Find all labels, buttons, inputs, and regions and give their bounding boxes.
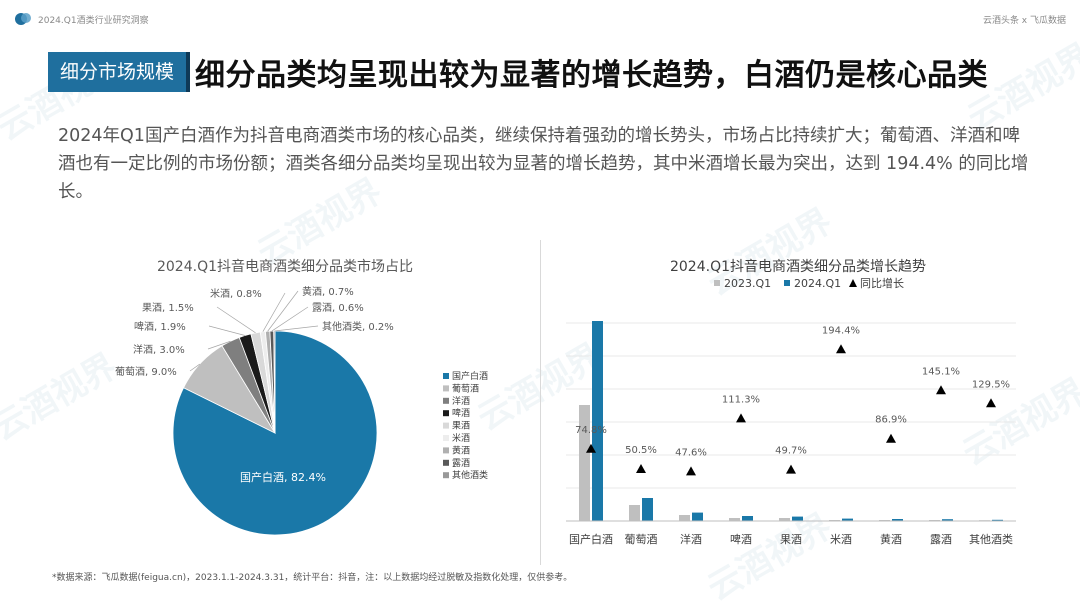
pie-data-label: 米酒, 0.8% [210, 287, 262, 300]
growth-marker [836, 344, 846, 354]
pie-data-label: 露酒, 0.6% [312, 302, 364, 314]
growth-marker [736, 413, 746, 423]
growth-data-label: 145.1% [922, 366, 960, 377]
pie-data-label: 啤酒, 1.9% [134, 321, 186, 333]
legend-swatch [443, 472, 449, 479]
x-tick-label: 国产白酒 [569, 532, 613, 546]
pie-data-label: 果酒, 1.5% [142, 302, 194, 314]
legend-label: 2023.Q1 [724, 277, 771, 290]
legend-swatch [443, 435, 449, 441]
growth-marker [786, 464, 796, 474]
x-tick-label: 葡萄酒 [625, 533, 658, 546]
growth-marker [986, 398, 996, 408]
bar-2023 [629, 505, 640, 521]
legend-label: 洋酒 [452, 395, 470, 407]
pie-leader-line [208, 325, 246, 336]
pie-leader-line [267, 290, 299, 332]
bar-2024 [992, 519, 1003, 521]
legend-label: 2024.Q1 [794, 277, 841, 290]
legend-swatch [443, 373, 449, 379]
x-tick-label: 洋酒 [680, 532, 702, 546]
growth-marker [686, 466, 696, 476]
growth-data-label: 49.7% [775, 446, 807, 457]
bar-2024 [692, 512, 703, 521]
growth-data-label: 86.9% [875, 415, 907, 426]
section-tag: 细分市场规模 [48, 52, 191, 92]
x-tick-label: 黄酒 [880, 532, 902, 546]
page-title: 细分品类均呈现出较为显著的增长趋势，白酒仍是核心品类 [195, 58, 988, 93]
bar-2024 [842, 518, 853, 521]
growth-data-label: 74.8% [575, 425, 607, 436]
pie-leader-line [271, 306, 309, 332]
legend-swatch [443, 422, 449, 429]
legend-label: 黄酒 [452, 444, 470, 456]
pie-leader-line [274, 325, 319, 332]
growth-marker [936, 385, 946, 395]
growth-data-label: 111.3% [722, 394, 760, 405]
x-tick-label: 露酒 [930, 533, 952, 546]
legend-label: 国产白酒 [452, 370, 488, 382]
footer-note: *数据来源：飞瓜数据(feigua.cn)，2023.1.1-2024.3.31… [52, 573, 573, 583]
legend-marker [849, 279, 857, 287]
pie-leader-line [189, 363, 201, 372]
bar-2024 [742, 516, 753, 521]
bar-2023 [579, 405, 590, 521]
growth-marker [636, 463, 646, 473]
bar-2023 [779, 518, 790, 521]
growth-marker [586, 443, 596, 453]
pie-data-label: 葡萄酒, 9.0% [115, 365, 177, 378]
report-title: 2024.Q1酒类行业研究洞察 [38, 16, 149, 26]
legend-swatch [784, 280, 790, 286]
legend-label: 果酒 [452, 421, 470, 432]
legend-swatch [443, 447, 449, 454]
bar-2024 [892, 519, 903, 521]
growth-marker [886, 433, 896, 443]
x-tick-label: 果酒 [780, 533, 802, 546]
bar-2023 [679, 515, 690, 521]
x-tick-label: 啤酒 [730, 532, 752, 546]
chart-title: 2024.Q1抖音电商酒类细分品类增长趋势 [670, 258, 926, 275]
legend-swatch [443, 397, 449, 404]
pie-data-label: 黄酒, 0.7% [302, 285, 354, 298]
pie-leader-line [216, 306, 256, 334]
legend-label: 其他酒类 [452, 469, 488, 481]
summary-paragraph: 2024年Q1国产白酒作为抖音电商酒类市场的核心品类，继续保持着强劲的增长势头，… [58, 126, 1029, 202]
brand-credit: 云酒头条 x 飞瓜数据 [982, 16, 1066, 26]
legend-swatch [443, 385, 449, 392]
bar-2024 [792, 516, 803, 521]
pie-leader-line [207, 340, 231, 350]
logo-icon [15, 13, 31, 25]
x-tick-label: 其他酒类 [969, 532, 1013, 546]
legend-swatch [443, 410, 449, 417]
bar-2024 [642, 498, 653, 521]
pie-leader-line [262, 292, 286, 332]
legend-label: 米酒 [452, 432, 470, 444]
growth-data-label: 129.5% [972, 379, 1010, 390]
chart-title: 2024.Q1抖音电商酒类细分品类市场占比 [157, 258, 413, 275]
growth-data-label: 194.4% [822, 325, 860, 336]
x-tick-label: 米酒 [830, 533, 852, 546]
growth-data-label: 47.6% [675, 447, 707, 458]
pie-data-label: 洋酒, 3.0% [133, 343, 185, 356]
legend-swatch [714, 280, 720, 286]
divider [540, 240, 541, 565]
bar-2024 [592, 321, 603, 521]
legend-label: 露酒 [452, 458, 470, 469]
pie-data-label: 国产白酒, 82.4% [240, 470, 326, 484]
growth-data-label: 50.5% [625, 445, 657, 456]
pie-data-label: 其他酒类, 0.2% [322, 320, 394, 333]
bar-2023 [729, 518, 740, 521]
legend-label: 啤酒 [452, 407, 470, 419]
legend-label: 葡萄酒 [452, 382, 479, 394]
bar-2024 [942, 519, 953, 521]
legend-swatch [443, 459, 449, 466]
bar-chart: 2024.Q1抖音电商酒类细分品类增长趋势 2023.Q1 2024.Q1 同比增长国… [566, 258, 1016, 546]
legend-label: 同比增长 [860, 276, 904, 290]
